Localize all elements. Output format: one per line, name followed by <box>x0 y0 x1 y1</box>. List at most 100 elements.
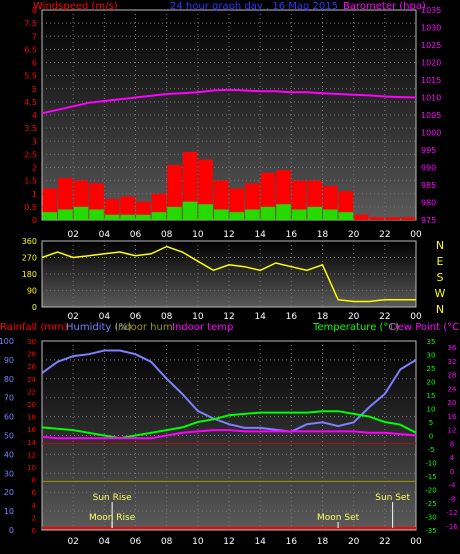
y-tick-rainfall: 22 <box>27 388 36 396</box>
astro-label: Moon Rise <box>89 513 136 523</box>
y-tick-humidity: 100 <box>0 337 14 346</box>
y-tick-barometer: 1025 <box>421 41 441 50</box>
y-tick-rainfall: 12 <box>27 451 36 459</box>
y-axis-temperature: -35 -30 -25 -20 -15 -10 -5 0 5 10 15 20 25 30 35 <box>425 338 436 535</box>
wind-avg-bar <box>245 209 260 220</box>
series-line <box>41 429 417 440</box>
y-tick-rainfall: 2 <box>32 514 36 522</box>
x-tick-label: 20 <box>348 230 360 240</box>
y-tick-windspeed: 8 <box>32 6 37 15</box>
legend-humidity: Humidity (%) <box>66 322 132 333</box>
y-tick-degrees: 90 <box>27 287 37 296</box>
wind-avg-bar <box>338 212 354 220</box>
wind-avg-bar <box>198 204 213 220</box>
x-tick-label: 18 <box>317 312 329 322</box>
y-tick-humidity: 90 <box>4 356 14 365</box>
y-tick-humidity: 70 <box>4 394 14 403</box>
x-tick-label: 04 <box>99 230 111 240</box>
y-tick-humidity: 10 <box>4 507 14 516</box>
y-tick-dew-point: 16 <box>448 413 457 421</box>
wind-barometer-panel: Windspeed (m/s) 24 hour graph day . 16 M… <box>24 1 441 240</box>
wind-avg-bar <box>260 206 276 220</box>
y-tick-rainfall: 30 <box>27 338 36 346</box>
x-tick-label: 22 <box>379 312 390 322</box>
y-tick-rainfall: 26 <box>27 363 36 371</box>
y-tick-humidity: 50 <box>4 432 14 441</box>
y-tick-temperature: 30 <box>427 352 436 360</box>
y-tick-barometer: 1015 <box>421 76 441 85</box>
x-tick-label: 20 <box>348 312 360 322</box>
barometer-label: Barometer (hpa) <box>343 1 426 12</box>
legend-indoor-hum: Indoor hum <box>115 322 173 333</box>
y-tick-temperature: 10 <box>427 406 436 414</box>
x-tick-label: 18 <box>317 230 329 240</box>
wind-gust-bar <box>385 217 400 220</box>
y-tick-temperature: -10 <box>425 460 436 468</box>
y-tick-barometer: 975 <box>421 216 436 225</box>
y-tick-temperature: 25 <box>427 365 436 373</box>
x-tick-label: 16 <box>286 537 298 547</box>
y-tick-windspeed: 7 <box>32 32 37 41</box>
y-axis-humidity: 0 10 20 30 40 50 60 70 80 90 100 <box>0 337 14 535</box>
y-tick-barometer: 1020 <box>421 59 441 68</box>
y-tick-temperature: 20 <box>427 379 436 387</box>
astro-label: Sun Rise <box>93 493 132 503</box>
y-tick-humidity: 20 <box>4 488 14 497</box>
y-tick-temperature: 35 <box>427 338 436 346</box>
x-tick-label: 00 <box>410 230 422 240</box>
legend-temperature: Temperature (°C) <box>312 322 399 333</box>
y-tick-humidity: 60 <box>4 413 14 422</box>
x-tick-label: 04 <box>99 537 111 547</box>
y-tick-dew-point: 8 <box>450 440 454 448</box>
x-tick-label: 06 <box>130 537 142 547</box>
x-axis-hours: 02 04 06 08 10 12 14 16 18 20 22 00 <box>67 537 422 547</box>
y-tick-rainfall: 20 <box>27 401 36 409</box>
y-tick-dew-point: 28 <box>448 372 457 380</box>
wind-avg-bar <box>104 214 120 220</box>
windspeed-label: Windspeed (m/s) <box>33 1 118 12</box>
y-tick-rainfall: 24 <box>27 376 36 384</box>
y-tick-dew-point: 20 <box>448 399 457 407</box>
wind-avg-bar <box>89 209 104 220</box>
y-tick-degrees: 0 <box>32 303 37 312</box>
series-group <box>41 349 417 529</box>
x-tick-label: 14 <box>254 537 266 547</box>
wind-direction-line <box>41 245 416 303</box>
y-tick-barometer: 1010 <box>421 94 441 103</box>
y-axis-dew-point: -16 -12 -8 -4 0 4 8 12 16 20 24 28 32 36 <box>446 344 458 531</box>
series-line <box>41 349 417 433</box>
wind-avg-bar <box>151 212 167 220</box>
wind-avg-bar <box>276 204 291 220</box>
y-tick-barometer: 1035 <box>421 6 441 15</box>
y-tick-dew-point: 4 <box>450 454 455 462</box>
y-tick-temperature: 0 <box>429 433 433 441</box>
legend-rainfall: Rainfall (mm) <box>0 322 68 333</box>
x-tick-label: 20 <box>348 537 360 547</box>
wind-gust-bar <box>120 196 135 220</box>
y-tick-dew-point: -8 <box>449 495 456 503</box>
x-tick-label: 02 <box>67 230 78 240</box>
compass-label: N <box>436 239 444 252</box>
x-tick-label: 12 <box>223 312 234 322</box>
graph-title: 24 hour graph day . 16 Mag 2015 <box>170 1 338 12</box>
x-tick-label: 00 <box>410 312 422 322</box>
y-tick-dew-point: -16 <box>446 523 458 531</box>
wind-avg-bar <box>73 206 89 220</box>
y-tick-dew-point: 0 <box>450 468 454 476</box>
x-tick-label: 22 <box>379 537 390 547</box>
x-tick-label: 02 <box>67 537 78 547</box>
y-tick-degrees: 270 <box>22 254 37 263</box>
wind-avg-bar <box>213 209 229 220</box>
wind-avg-bar <box>120 214 135 220</box>
wind-gust-bar <box>167 164 182 220</box>
y-tick-windspeed: 0.5 <box>24 203 37 212</box>
y-axis-windspeed: 0 0.5 1 1.5 2 2.5 3 3.5 4 4.5 5 5.5 6 6.5 7 7.5 8 <box>24 6 37 225</box>
y-axis-degrees: 0 90 180 270 360 <box>22 237 37 312</box>
legend-dew-point: Dew Point (°C) <box>390 322 460 333</box>
y-tick-barometer: 1030 <box>421 24 441 33</box>
y-tick-barometer: 1005 <box>421 111 441 120</box>
astro-annotations: Sun Rise Moon Rise Moon Set Sun Set <box>89 493 410 528</box>
x-tick-label: 10 <box>192 537 204 547</box>
